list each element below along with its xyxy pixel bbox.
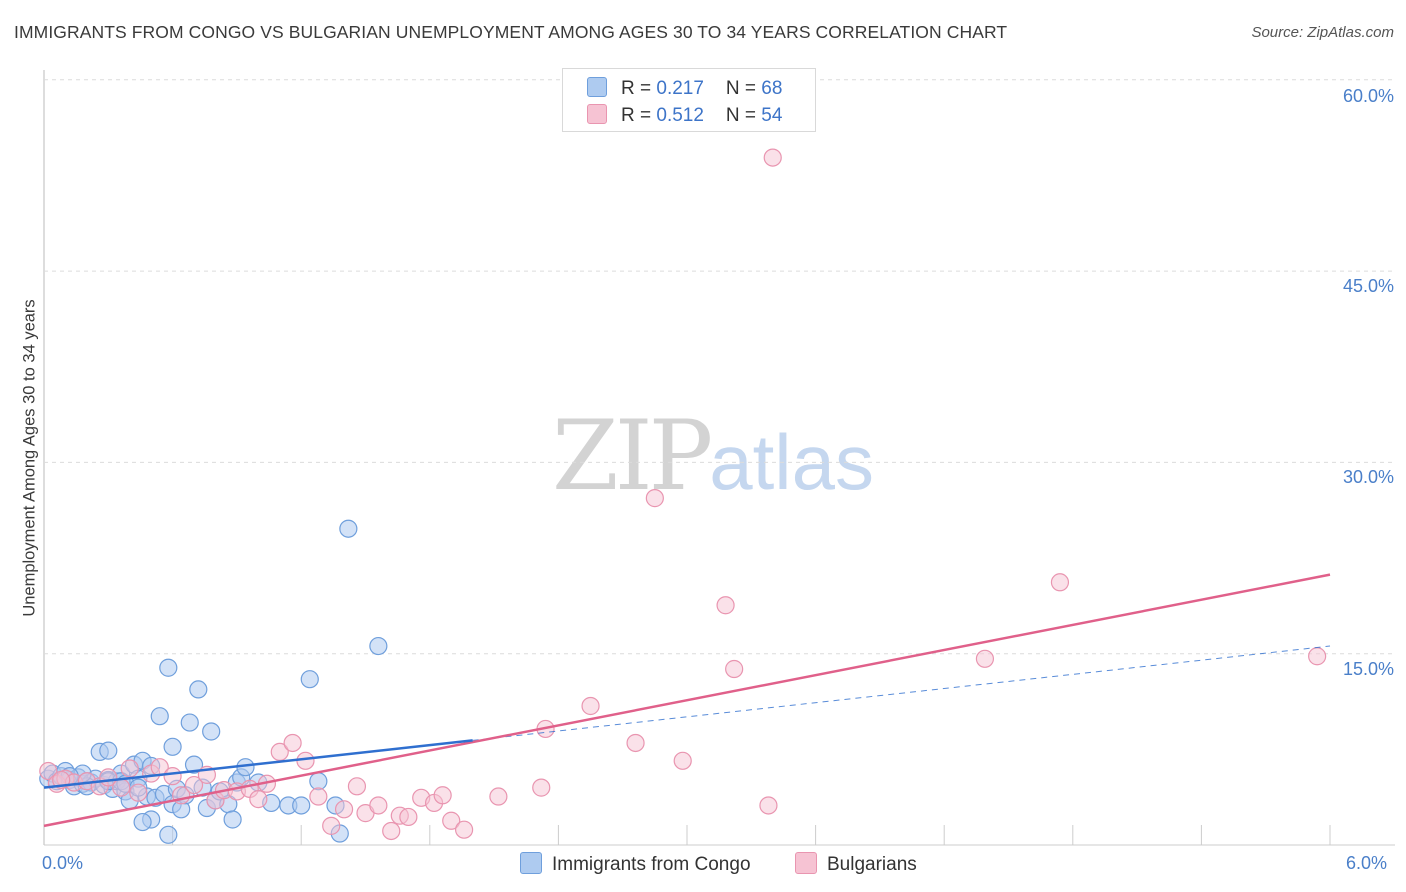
legend-n-value: 68	[761, 78, 783, 99]
y-tick-label-15: 15.0%	[1342, 659, 1394, 679]
data-point-congo	[159, 825, 178, 844]
data-point-bulgarians	[283, 733, 302, 753]
data-point-congo	[300, 670, 319, 689]
legend-n-value: 54	[761, 105, 783, 126]
data-point-congo	[99, 741, 118, 760]
bottom-legend-bulgarians: Bulgarians	[795, 852, 917, 876]
data-point-bulgarians	[433, 786, 452, 805]
legend-r-value: 0.512	[656, 105, 704, 126]
legend-n-label: N =	[725, 78, 762, 99]
data-point-bulgarians	[673, 751, 692, 770]
data-point-bulgarians	[399, 807, 418, 827]
data-point-bulgarians	[442, 811, 461, 830]
y-tick-label-30: 30.0%	[1342, 467, 1394, 487]
grid-lines	[43, 70, 1395, 846]
bottom-legend-swatch-blue	[520, 852, 542, 874]
data-point-congo	[339, 519, 358, 538]
legend-r-label: R =	[621, 105, 657, 126]
data-point-congo	[223, 810, 242, 829]
data-point-congo	[184, 755, 204, 774]
data-point-bulgarians	[309, 787, 328, 806]
data-point-congo	[202, 722, 221, 741]
data-point-congo	[163, 737, 182, 756]
data-point-bulgarians	[120, 759, 139, 778]
legend-row-bulgarians: R = 0.512 N = 54	[587, 104, 782, 127]
x-tick-label-6: 6.0%	[1346, 853, 1388, 873]
y-tick-label-45: 45.0%	[1342, 276, 1394, 296]
data-point-bulgarians	[1050, 573, 1070, 592]
data-point-congo	[369, 636, 388, 656]
data-point-bulgarians	[532, 778, 551, 797]
bottom-legend-swatch-pink	[795, 852, 817, 874]
data-point-bulgarians	[975, 649, 995, 668]
data-point-bulgarians	[39, 761, 58, 781]
data-point-bulgarians	[716, 596, 735, 615]
trend-lines	[43, 573, 1331, 828]
data-point-bulgarians	[763, 148, 782, 167]
data-point-bulgarians	[322, 816, 341, 835]
data-point-bulgarians	[184, 775, 204, 795]
data-point-bulgarians	[626, 733, 645, 753]
data-point-congo	[150, 707, 169, 726]
bottom-legend-label-congo: Immigrants from Congo	[552, 854, 751, 875]
data-point-congo	[292, 796, 311, 815]
correlation-legend: R = 0.217 N = 68 R = 0.512 N = 54	[562, 68, 816, 132]
data-point-congo	[159, 658, 178, 677]
data-point-bulgarians	[382, 821, 401, 841]
legend-n-label: N =	[725, 105, 762, 126]
chart-title: IMMIGRANTS FROM CONGO VS BULGARIAN UNEMP…	[14, 22, 1008, 42]
data-point-bulgarians	[112, 778, 131, 797]
legend-r-label: R =	[621, 78, 657, 99]
data-point-bulgarians	[296, 751, 315, 770]
bottom-legend-congo: Immigrants from Congo	[520, 852, 751, 876]
data-point-congo	[189, 680, 208, 699]
data-point-bulgarians	[163, 767, 182, 786]
series-bulgarians	[39, 148, 1327, 841]
legend-swatch-pink	[587, 104, 607, 124]
data-point-bulgarians	[759, 796, 778, 815]
data-point-congo	[133, 812, 152, 832]
y-tick-label-60: 60.0%	[1342, 86, 1394, 106]
data-point-congo	[309, 772, 328, 791]
legend-row-congo: R = 0.217 N = 68	[587, 77, 782, 100]
source-label: Source: ZipAtlas.com	[1251, 24, 1394, 41]
trend-line-congo-extended	[472, 645, 1331, 741]
data-point-bulgarians	[1308, 647, 1327, 666]
data-point-bulgarians	[347, 777, 367, 796]
data-point-bulgarians	[454, 820, 474, 839]
data-point-congo	[180, 713, 199, 732]
trend-line-congo	[43, 739, 473, 789]
data-point-bulgarians	[249, 789, 268, 809]
data-point-bulgarians	[645, 489, 664, 508]
data-point-bulgarians	[581, 696, 600, 716]
legend-r-value: 0.217	[656, 78, 704, 99]
data-point-bulgarians	[725, 659, 744, 679]
data-point-bulgarians	[334, 800, 354, 819]
data-point-bulgarians	[369, 796, 388, 815]
watermark-zip: ZIP	[552, 400, 713, 512]
y-axis-label: Unemployment Among Ages 30 to 34 years	[20, 299, 39, 617]
x-tick-label-0: 0.0%	[42, 853, 84, 873]
data-point-bulgarians	[129, 783, 148, 802]
legend-swatch-blue	[587, 77, 607, 97]
bottom-legend-label-bulgarians: Bulgarians	[827, 854, 917, 875]
trend-line-bulgarians	[43, 573, 1331, 828]
data-point-bulgarians	[489, 787, 508, 806]
